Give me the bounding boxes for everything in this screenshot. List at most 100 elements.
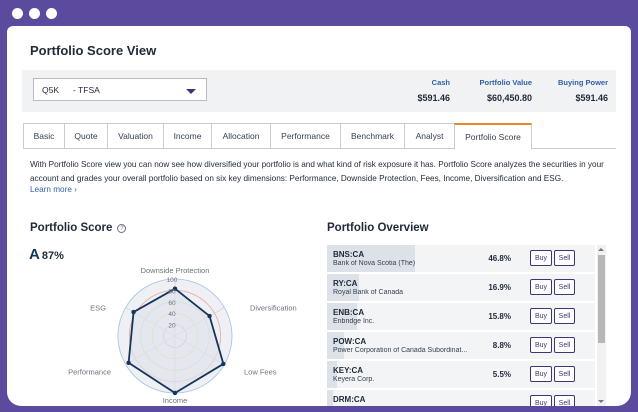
radar-axis-label: ESG <box>90 304 106 313</box>
holding-percent: 8.8% <box>492 341 511 350</box>
holding-name: Bank of Nova Scotia (The) <box>333 260 416 267</box>
radar-axis-label: Low Fees <box>244 368 277 377</box>
holding-symbol: BNS:CA <box>333 250 365 259</box>
buy-button[interactable]: Buy <box>530 366 552 382</box>
holding-symbol: DRM:CA <box>333 395 366 404</box>
buying-power-label: Buying Power <box>557 78 608 87</box>
holding-row: DRM:CA Buy Sell <box>327 390 595 406</box>
radar-axis-label: Downside Protection <box>141 266 210 275</box>
holding-name: Power Corporation of Canada Subordinat..… <box>333 347 468 354</box>
buy-button[interactable]: Buy <box>530 250 552 266</box>
view-tabs: Basic Quote Valuation Income Allocation … <box>23 123 616 150</box>
tab-basic[interactable]: Basic <box>23 123 64 149</box>
radar-point <box>126 360 131 365</box>
cash-stat: Cash $591.46 <box>417 78 450 103</box>
account-select[interactable]: Q5K - TFSA <box>33 78 207 101</box>
tab-analyst[interactable]: Analyst <box>404 123 454 149</box>
holding-row: KEY:CA Keyera Corp. 5.5% Buy Sell <box>327 361 595 388</box>
holding-weight-bar <box>327 361 338 388</box>
radar-axis-label: Performance <box>68 368 111 377</box>
window-controls <box>12 8 57 19</box>
account-code: Q5K <box>42 85 60 95</box>
tab-portfolio-score[interactable]: Portfolio Score <box>454 123 532 150</box>
scroll-down-icon[interactable] <box>598 400 604 403</box>
scroll-thumb[interactable] <box>598 255 605 343</box>
account-name: - TFSA <box>73 85 100 95</box>
window-dot-icon[interactable] <box>29 8 40 19</box>
cash-label: Cash <box>431 78 450 87</box>
tab-allocation[interactable]: Allocation <box>211 123 270 149</box>
radar-tick-label: 100 <box>167 277 178 284</box>
sell-button[interactable]: Sell <box>554 395 575 406</box>
learn-more-link[interactable]: Learn more › <box>30 185 77 194</box>
tab-income[interactable]: Income <box>163 123 211 149</box>
window-dot-icon[interactable] <box>12 8 23 19</box>
app-window: Portfolio Score View Q5K - TFSA Cash $591… <box>7 26 631 406</box>
holding-weight-bar <box>327 274 359 301</box>
holding-percent: 16.9% <box>488 283 511 292</box>
radar-tick-label: 40 <box>168 311 176 318</box>
portfolio-overview-list: BNS:CA Bank of Nova Scotia (The) 46.8% Buy S… <box>327 245 595 406</box>
cash-value: $591.46 <box>417 93 450 103</box>
holding-symbol: RY:CA <box>333 279 358 288</box>
buy-button[interactable]: Buy <box>530 395 552 406</box>
portfolio-value: $60,450.80 <box>486 93 532 103</box>
holding-percent: 5.5% <box>492 370 511 379</box>
score-grade: A 87% <box>29 246 64 263</box>
help-icon[interactable]: ? <box>117 224 127 233</box>
holding-row: BNS:CA Bank of Nova Scotia (The) 46.8% Buy S… <box>327 245 595 272</box>
description-text: With Portfolio Score view you can now se… <box>30 160 604 183</box>
sell-button[interactable]: Sell <box>554 366 575 382</box>
radar-point <box>207 313 212 319</box>
buy-button[interactable]: Buy <box>530 279 552 295</box>
holding-name: Royal Bank of Canada <box>333 289 404 296</box>
tab-performance[interactable]: Performance <box>270 123 340 149</box>
chevron-right-icon: › <box>74 185 77 194</box>
holding-symbol: KEY:CA <box>333 366 364 375</box>
holding-name: Keyera Corp. <box>333 376 375 383</box>
tab-benchmark[interactable]: Benchmark <box>340 123 404 149</box>
radar-axis-label: Diversification <box>250 304 297 313</box>
account-bar: Q5K - TFSA Cash $591.46 Portfolio Value $… <box>22 70 616 112</box>
radar-point <box>221 361 226 367</box>
radar-axis-label: Income <box>163 396 188 405</box>
holding-symbol: ENB:CA <box>333 308 365 317</box>
buying-power-stat: Buying Power $591.46 <box>558 78 608 103</box>
holding-name: Enbridge Inc. <box>333 318 375 325</box>
holding-row: POW:CA Power Corporation of Canada Subord… <box>327 332 595 359</box>
holding-weight-bar <box>327 390 333 406</box>
buying-power-value: $591.46 <box>575 93 608 103</box>
portfolio-overview-title: Portfolio Overview <box>327 222 429 234</box>
page-title: Portfolio Score View <box>30 43 157 58</box>
holding-weight-bar <box>327 332 344 359</box>
holding-row: RY:CA Royal Bank of Canada 16.9% Buy Sell <box>327 274 595 301</box>
holding-weight-bar <box>327 245 415 272</box>
tab-quote[interactable]: Quote <box>64 123 107 149</box>
holding-row: ENB:CA Enbridge Inc. 15.8% Buy Sell <box>327 303 595 330</box>
grade-percent: 87% <box>41 250 64 262</box>
portfolio-value-stat: Portfolio Value $60,450.80 <box>479 78 532 103</box>
radar-point <box>131 309 136 315</box>
sell-button[interactable]: Sell <box>554 308 575 324</box>
holding-symbol: POW:CA <box>333 337 367 346</box>
buy-button[interactable]: Buy <box>530 308 552 324</box>
holding-weight-bar <box>327 303 357 330</box>
radar-point <box>172 390 178 396</box>
sell-button[interactable]: Sell <box>554 250 575 266</box>
tab-valuation[interactable]: Valuation <box>107 123 163 149</box>
overview-scrollbar[interactable] <box>597 245 606 406</box>
radar-tick-label: 60 <box>168 300 176 307</box>
sell-button[interactable]: Sell <box>554 337 575 353</box>
window-dot-icon[interactable] <box>46 8 57 19</box>
dropdown-caret-icon <box>186 89 196 94</box>
grade-letter: A <box>29 246 40 263</box>
buy-button[interactable]: Buy <box>530 337 552 353</box>
scroll-up-icon[interactable] <box>598 248 604 251</box>
radar-tick-label: 20 <box>168 323 176 330</box>
sell-button[interactable]: Sell <box>554 279 575 295</box>
learn-more-label: Learn more <box>30 185 72 194</box>
holding-percent: 46.8% <box>488 254 511 263</box>
portfolio-score-title: Portfolio Score <box>30 222 113 234</box>
radar-point <box>172 286 178 291</box>
